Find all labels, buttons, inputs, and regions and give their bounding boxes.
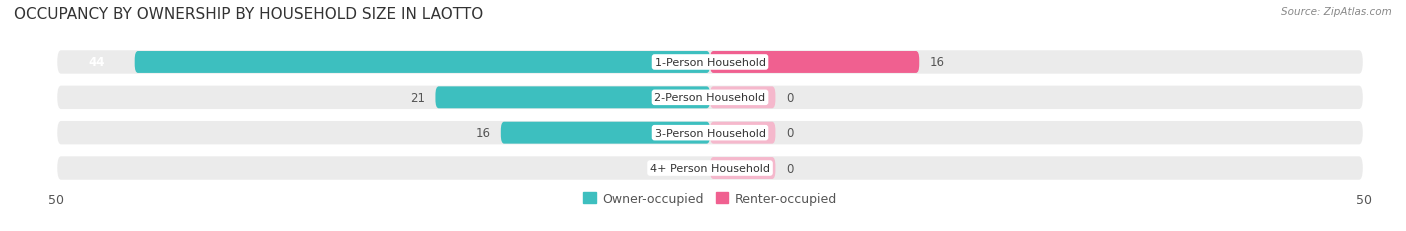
Text: 2-Person Household: 2-Person Household — [654, 93, 766, 103]
Text: 21: 21 — [411, 91, 425, 104]
Text: 0: 0 — [692, 162, 700, 175]
Text: 1-Person Household: 1-Person Household — [655, 58, 765, 68]
Text: 4+ Person Household: 4+ Person Household — [650, 163, 770, 173]
FancyBboxPatch shape — [710, 157, 776, 179]
Text: 0: 0 — [786, 91, 793, 104]
FancyBboxPatch shape — [56, 120, 1364, 146]
FancyBboxPatch shape — [436, 87, 710, 109]
Text: 3-Person Household: 3-Person Household — [655, 128, 765, 138]
Legend: Owner-occupied, Renter-occupied: Owner-occupied, Renter-occupied — [578, 187, 842, 210]
Text: OCCUPANCY BY OWNERSHIP BY HOUSEHOLD SIZE IN LAOTTO: OCCUPANCY BY OWNERSHIP BY HOUSEHOLD SIZE… — [14, 7, 484, 22]
Text: 16: 16 — [475, 127, 491, 140]
FancyBboxPatch shape — [135, 52, 710, 74]
FancyBboxPatch shape — [501, 122, 710, 144]
FancyBboxPatch shape — [710, 52, 920, 74]
Text: 0: 0 — [786, 127, 793, 140]
FancyBboxPatch shape — [710, 122, 776, 144]
FancyBboxPatch shape — [56, 50, 1364, 75]
FancyBboxPatch shape — [710, 87, 776, 109]
FancyBboxPatch shape — [56, 85, 1364, 111]
Text: 16: 16 — [929, 56, 945, 69]
FancyBboxPatch shape — [56, 156, 1364, 181]
Text: 0: 0 — [786, 162, 793, 175]
Text: 44: 44 — [89, 56, 105, 69]
Text: Source: ZipAtlas.com: Source: ZipAtlas.com — [1281, 7, 1392, 17]
